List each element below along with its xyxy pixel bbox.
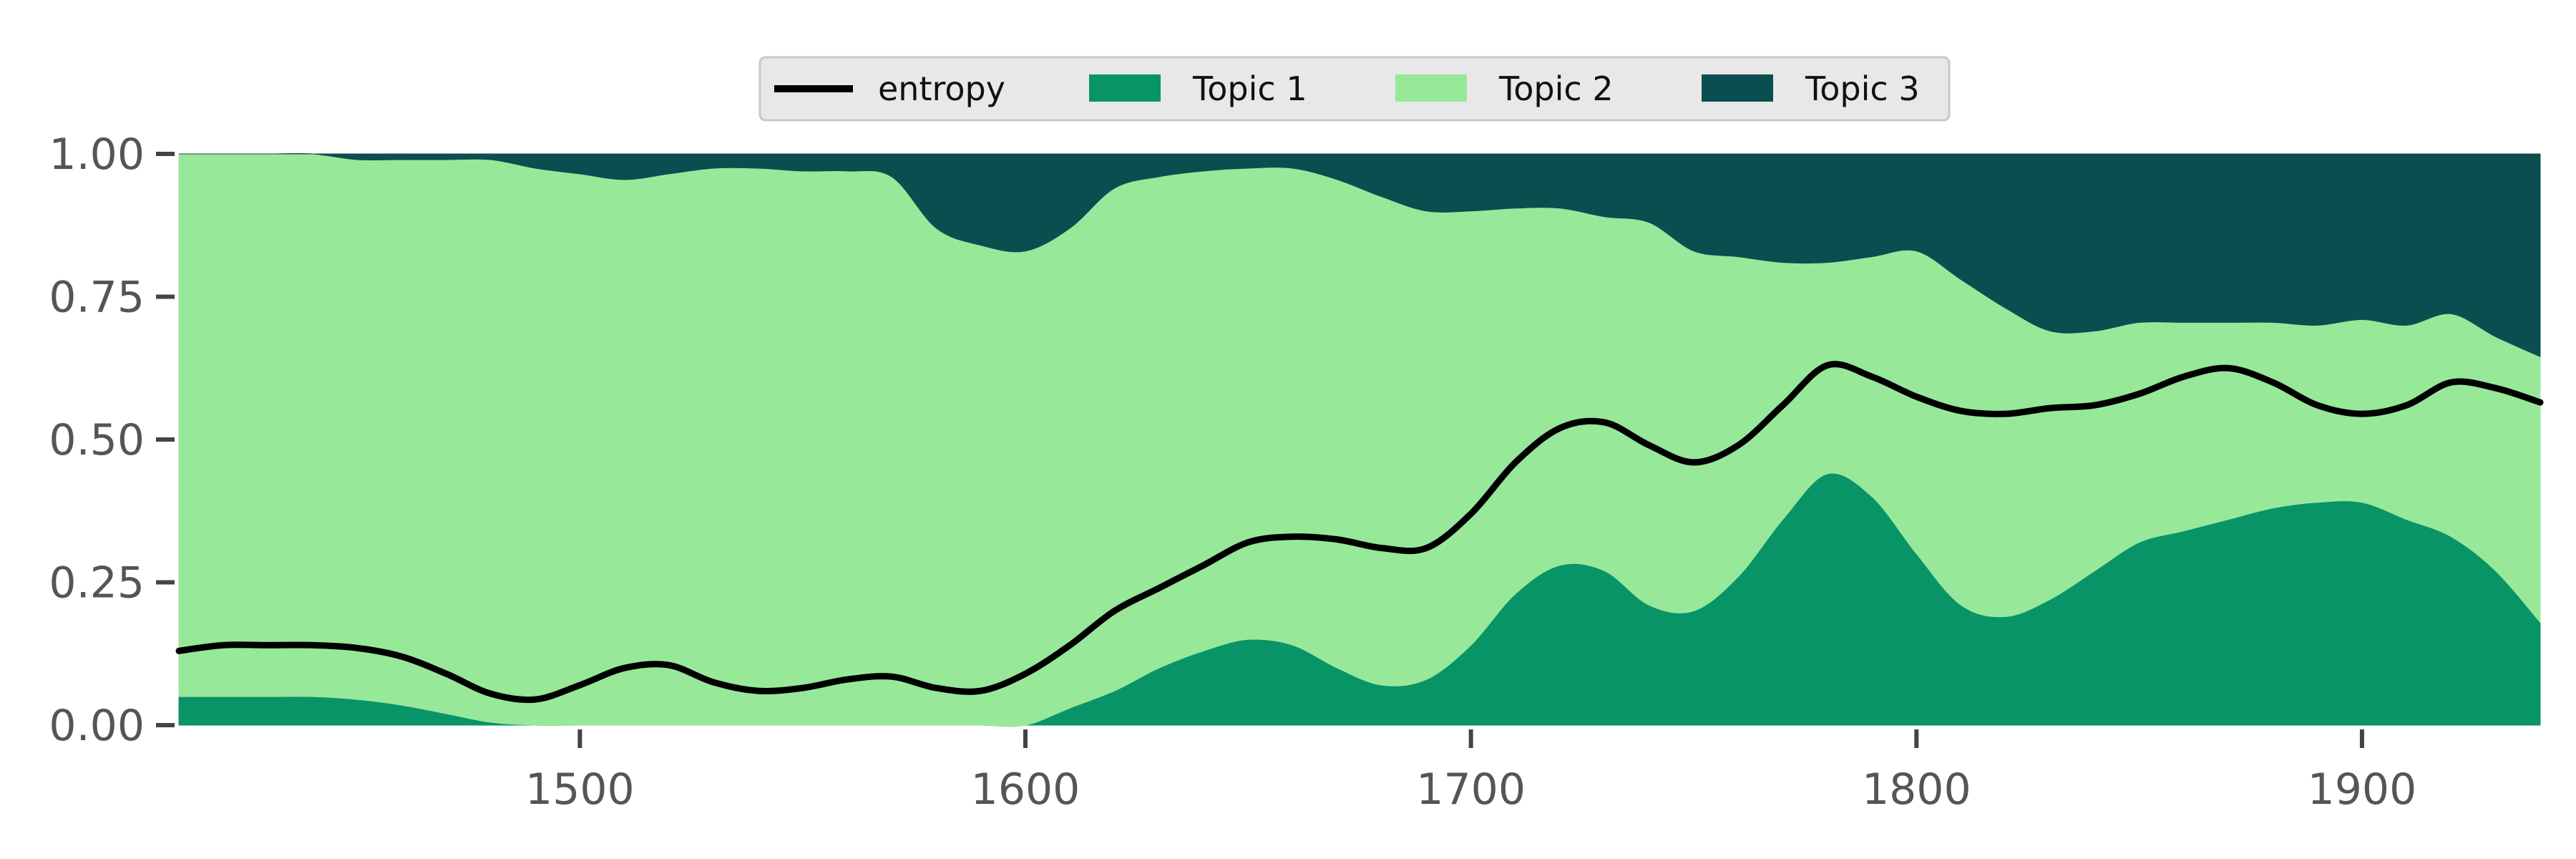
y-tick-label: 0.50 [49,415,145,465]
x-tick-label: 1700 [1416,765,1526,815]
area-topic-3 [179,152,2541,358]
y-tick-label: 0.25 [49,558,145,608]
legend-label-topic-3: Topic 3 [1805,69,1920,108]
legend-label-topic-1: Topic 1 [1192,69,1307,108]
x-axis: 1500 1600 1700 1800 1900 [525,729,2416,815]
x-tick-label: 1500 [525,765,635,815]
legend-swatch-topic-2 [1395,74,1467,102]
line-entropy [175,361,2544,704]
x-tick-label: 1900 [2308,765,2417,815]
legend-label-topic-2: Topic 2 [1498,69,1614,108]
legend-label-entropy: entropy [878,69,1005,108]
y-tick-label: 1.00 [49,130,145,180]
legend: entropy Topic 1 Topic 2 Topic 3 [758,56,1951,122]
legend-swatch-topic-1 [1089,74,1161,102]
x-tick-label: 1800 [1862,765,1971,815]
area-layers [178,152,2541,727]
legend-swatch-topic-3 [1702,74,1773,102]
legend-box [758,56,1951,122]
y-tick-label: 0.00 [49,701,145,751]
line-layers [175,361,2544,704]
y-axis: 0.00 0.25 0.50 0.75 1.00 [49,130,175,751]
x-tick-label: 1600 [971,765,1080,815]
y-tick-label: 0.75 [49,273,145,323]
